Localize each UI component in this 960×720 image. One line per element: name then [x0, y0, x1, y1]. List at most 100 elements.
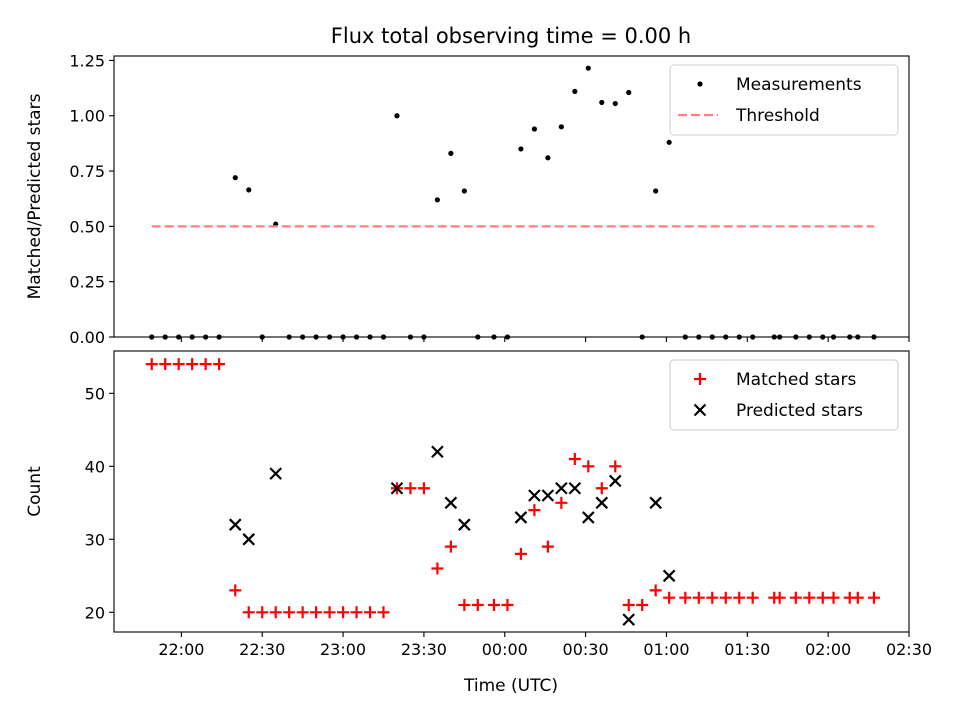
predicted-stars-point	[444, 496, 458, 510]
measurements-point	[682, 334, 688, 340]
predicted-stars-legend-label: Predicted stars	[736, 401, 863, 421]
matched-stars-point	[283, 606, 296, 619]
matched-stars-point	[692, 591, 705, 604]
measurements-point	[149, 334, 155, 340]
predicted-stars-point	[458, 518, 471, 531]
matched-stars-point	[679, 591, 692, 604]
x-tick-label: 00:30	[563, 640, 609, 659]
measurements-point	[286, 334, 292, 340]
matched-stars-point	[816, 591, 829, 604]
matched-stars-point	[487, 598, 500, 611]
matched-stars-point	[310, 606, 323, 619]
matched-stars-point	[528, 504, 541, 517]
predicted-stars-point	[649, 496, 662, 510]
matched-stars-point	[649, 584, 662, 597]
measurements-point	[626, 89, 632, 96]
bottom-legend	[669, 359, 899, 431]
x-tick-label: 02:30	[886, 640, 932, 659]
measurements-point	[696, 334, 702, 340]
matched-stars-point	[636, 598, 649, 611]
bottom-y-tick-label: 40	[85, 457, 105, 476]
measurements-point	[518, 146, 524, 152]
matched-stars-point	[827, 591, 840, 604]
top-y-tick-label: 0.00	[69, 328, 105, 347]
x-tick-label: 22:00	[158, 640, 204, 659]
measurements-point	[300, 334, 306, 340]
matched-stars-point	[213, 358, 226, 371]
matched-stars-point	[458, 598, 471, 611]
bottom-y-tick-label: 30	[85, 530, 105, 549]
matched-stars-legend-label: Matched stars	[736, 370, 856, 390]
measurements-point	[189, 334, 195, 340]
measurements-point	[572, 88, 578, 95]
matched-stars-point	[444, 540, 457, 553]
measurements-point	[531, 126, 538, 132]
top-y-axis-label: Matched/Predicted stars	[25, 93, 45, 299]
measurements-point	[313, 334, 319, 340]
bottom-y-axis-label: Count	[25, 466, 45, 517]
matched-stars-point	[159, 358, 172, 371]
measurements-point	[653, 188, 659, 194]
matched-stars-point	[417, 482, 430, 495]
predicted-stars-point	[269, 467, 282, 480]
measurements-point	[504, 334, 511, 340]
predicted-stars-point	[431, 445, 444, 458]
predicted-stars-legend-swatch	[693, 403, 707, 417]
measurements-point	[736, 334, 742, 340]
matched-stars-point	[364, 606, 377, 619]
measurements-point	[326, 334, 333, 340]
matched-stars-point	[145, 358, 158, 371]
matched-stars-point	[595, 482, 608, 495]
measurements-point	[216, 334, 222, 340]
top-y-tick-label: 1.00	[69, 107, 105, 126]
measurements-point	[545, 155, 551, 161]
measurements-point	[750, 334, 756, 340]
predicted-stars-point	[582, 511, 595, 524]
matched-stars-point	[229, 584, 242, 597]
measurements-point	[777, 334, 783, 340]
matched-stars-point	[242, 606, 255, 619]
measurements-point	[367, 334, 373, 340]
chart-title: Flux total observing time = 0.00 h	[331, 24, 691, 48]
measurements-point	[380, 334, 387, 340]
matched-stars-point	[706, 591, 719, 604]
measurements-point	[162, 334, 168, 340]
predicted-stars-point	[555, 481, 568, 495]
measurements-point	[612, 100, 618, 107]
matched-stars-point	[773, 591, 786, 604]
measurements-legend-label: Measurements	[736, 75, 862, 95]
measurements-point	[771, 334, 777, 340]
measurements-point	[353, 334, 360, 340]
measurements-point	[259, 334, 265, 340]
matched-stars-point	[541, 540, 554, 553]
x-tick-label: 01:00	[643, 640, 689, 659]
top-y-tick-label: 0.75	[69, 162, 105, 181]
measurements-point	[394, 113, 400, 119]
matched-stars-point	[582, 460, 595, 473]
matched-stars-point	[350, 606, 363, 619]
bottom-y-tick-label: 20	[85, 603, 105, 622]
measurements-point	[820, 334, 826, 340]
matched-stars-point	[471, 598, 484, 611]
matched-stars-point	[555, 496, 568, 509]
matched-stars-point	[622, 598, 635, 611]
predicted-stars-point	[595, 496, 609, 510]
predicted-stars-point	[622, 613, 636, 626]
predicted-stars-point	[514, 511, 528, 524]
measurements-point	[421, 334, 427, 340]
top-plot: 0.00 0.25 0.50 0.75 1.00 1.25 Matched/Predicte…	[25, 51, 910, 347]
matched-stars-point	[851, 591, 864, 604]
measurements-point	[855, 334, 861, 340]
predicted-stars-point	[662, 569, 676, 583]
measurements-point	[847, 334, 853, 340]
measurements-point	[723, 334, 729, 340]
matched-stars-point	[501, 598, 514, 611]
matched-stars-point	[323, 606, 336, 619]
measurements-point	[599, 99, 605, 106]
top-legend	[669, 64, 899, 136]
predicted-stars-point	[528, 489, 541, 502]
matched-stars-legend-swatch	[694, 373, 706, 385]
matched-stars-point	[199, 358, 212, 371]
matched-stars-point	[733, 591, 746, 604]
